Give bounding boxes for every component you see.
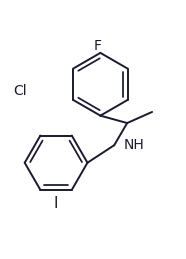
Text: F: F xyxy=(94,39,102,53)
Text: Cl: Cl xyxy=(13,84,27,98)
Text: I: I xyxy=(54,196,58,211)
Text: NH: NH xyxy=(123,138,144,152)
